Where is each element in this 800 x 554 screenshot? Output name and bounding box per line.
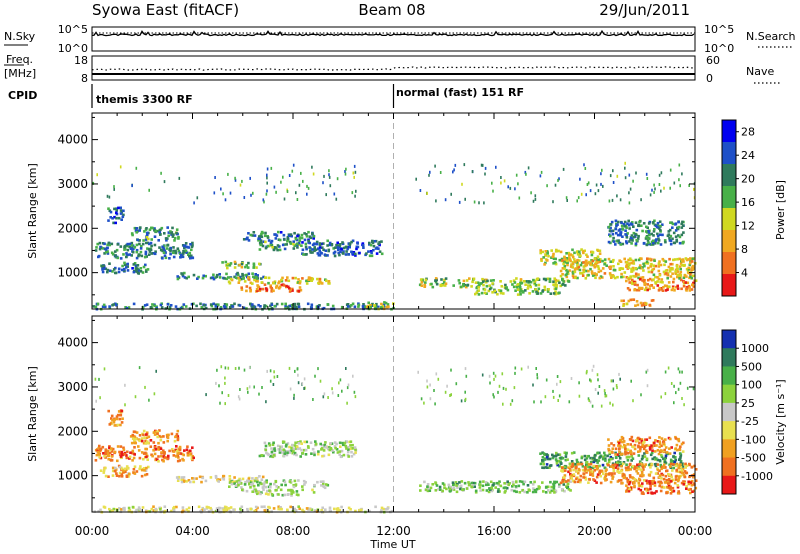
nsky-tick-top: 10^5 [58,23,88,36]
colorbar-tick-label: -1000 [741,470,773,483]
date-title: 29/Jun/2011 [599,1,690,19]
cpid-segment-0: themis 3300 RF [96,93,193,106]
colorbar-tick-label: 12 [741,220,755,233]
freq-strip: Freq. [MHz] 18 8 60 0 Nave [4,53,782,85]
colorbar-swatch [722,330,736,349]
velocity-y-axis: 1000 2000 3000 4000 [57,319,695,499]
cpid-label: CPID [8,89,37,102]
freq-unit: [MHz] [4,67,36,80]
y-tick-label: 1000 [57,469,88,483]
colorbar-swatch [722,421,736,440]
power-echo-cells [92,161,698,311]
x-tick-label: 00:00 [75,524,110,538]
y-tick-label: 4000 [57,336,88,350]
colorbar-tick-label: 500 [741,360,762,373]
power-y-axis: 1000 2000 3000 4000 [57,116,695,296]
velocity-panel: 1000 2000 3000 4000 Slant Range [km] 1000 50… [26,315,787,514]
x-tick-label: 04:00 [175,524,210,538]
x-tick-label: 08:00 [276,524,311,538]
colorbar-tick-label: 4 [741,267,748,280]
velocity-echo-cells [93,364,698,514]
colorbar-swatch [722,230,736,253]
colorbar-tick-label: 8 [741,243,748,256]
colorbar-swatch [722,186,736,209]
nave-trace [91,66,696,71]
nsearch-label: N.Search [746,30,796,43]
nsky-tick-bottom: 10^0 [58,42,88,55]
power-ylabel: Slant Range [km] [26,163,39,259]
y-tick-label: 1000 [57,266,88,280]
colorbar-swatch [722,439,736,459]
colorbar-swatch [722,164,736,187]
y-tick-label: 4000 [57,133,88,147]
colorbar-swatch [722,384,736,404]
nave-tick-bottom: 0 [706,72,713,85]
y-tick-label: 3000 [57,177,88,191]
cpid-row: CPID themis 3300 RF normal (fast) 151 RF [8,84,524,108]
power-panel: 1000 2000 3000 4000 Slant Range [km] 4 8 12 16… [26,112,787,311]
colorbar-tick-label: 24 [741,149,755,162]
nsky-label: N.Sky [4,30,36,43]
colorbar-tick-label: 100 [741,379,762,392]
time-axis: 00:00 04:00 08:00 12:00 16:00 20:00 00:00 [75,113,713,538]
colorbar-swatch [722,208,736,231]
colorbar-swatch [722,402,736,422]
colorbar-tick-label: -25 [741,415,759,428]
y-tick-label: 3000 [57,380,88,394]
nsearch-tick-bottom: 10^0 [704,42,734,55]
colorbar-tick-label: -100 [741,433,766,446]
freq-label: Freq. [6,53,33,66]
colorbar-tick-label: 28 [741,126,755,139]
beam-title: Beam 08 [358,1,425,19]
freq-tick-bottom: 8 [81,72,88,85]
freq-tick-top: 18 [74,54,88,67]
velocity-colorbar-label: Velocity [m s⁻¹] [774,379,787,464]
velocity-ylabel: Slant Range [km] [26,366,39,462]
colorbar-tick-label: 1000 [741,342,769,355]
x-tick-label: 12:00 [376,524,411,538]
y-tick-label: 2000 [57,424,88,438]
power-colorbar-label: Power [dB] [774,180,787,240]
colorbar-tick-label: 16 [741,196,755,209]
power-colorbar: 4 8 12 16 20 24 28 [721,119,755,297]
x-tick-label: 20:00 [577,524,612,538]
colorbar-tick-label: 20 [741,173,755,186]
colorbar-swatch [722,475,736,495]
station-title: Syowa East (fitACF) [92,1,239,19]
colorbar-tick-label: -500 [741,452,766,465]
nsky-trace [91,29,695,37]
velocity-colorbar: 1000 500 100 25 -25 -100 -500 -1000 [721,329,773,495]
colorbar-tick-label: 25 [741,397,755,410]
colorbar-swatch [722,252,736,275]
y-tick-label: 2000 [57,221,88,235]
nsky-strip: N.Sky 10^5 10^0 10^5 10^0 N.Search [4,23,796,55]
x-axis-label: Time UT [369,538,415,551]
cpid-segment-1: normal (fast) 151 RF [396,86,524,99]
colorbar-swatch [722,348,736,367]
nave-tick-top: 60 [706,54,720,67]
x-tick-label: 00:00 [678,524,713,538]
colorbar-swatch [722,457,736,477]
colorbar-swatch [722,120,736,143]
colorbar-swatch [722,142,736,165]
nsearch-tick-top: 10^5 [704,23,734,36]
colorbar-swatch [722,274,736,297]
nave-label: Nave [746,65,774,78]
x-tick-label: 16:00 [477,524,512,538]
colorbar-swatch [722,366,736,386]
